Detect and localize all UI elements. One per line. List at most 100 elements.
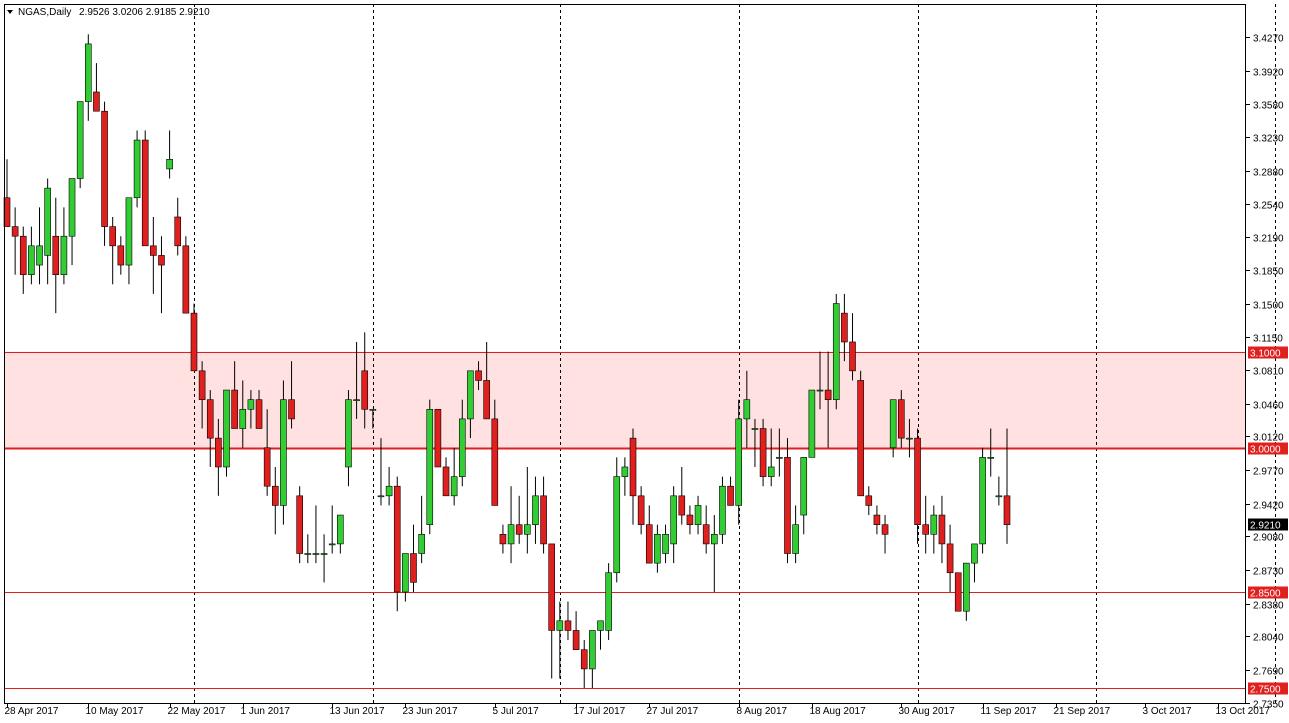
candle-body: [971, 543, 978, 564]
candle: [645, 505, 653, 564]
candle-body: [320, 553, 328, 555]
candle: [263, 409, 271, 496]
candle: [125, 197, 133, 285]
level-price-tag: [1248, 442, 1288, 455]
candle-body: [580, 649, 588, 670]
candle-body: [873, 514, 881, 525]
candle: [881, 515, 889, 554]
candle: [629, 428, 637, 525]
candle: [467, 370, 474, 439]
candle-body: [930, 514, 938, 535]
candle: [280, 380, 287, 525]
candle-body: [483, 380, 490, 420]
candle-body: [906, 437, 913, 440]
candle-body: [678, 495, 686, 516]
price-tick-label: 3.3580: [1253, 101, 1284, 112]
candle-body: [613, 476, 621, 574]
candle: [174, 197, 182, 256]
plot-border: [4, 4, 1246, 704]
candle: [572, 611, 580, 650]
candle: [271, 466, 279, 535]
candle: [930, 505, 938, 554]
dropdown-triangle-icon[interactable]: [7, 10, 13, 14]
candle: [247, 390, 255, 429]
candle-body: [182, 245, 190, 314]
candle-body: [727, 485, 734, 506]
candle: [873, 505, 881, 535]
date-tick-label: 18 Aug 2017: [810, 706, 867, 717]
symbol-label: NGAS,Daily: [18, 7, 71, 18]
candle-body: [109, 226, 116, 247]
candle-body: [735, 418, 743, 506]
candle-body: [312, 553, 320, 555]
candle-body: [255, 399, 263, 429]
candle-body: [174, 216, 182, 247]
candle-body: [507, 524, 515, 545]
candle-body: [686, 514, 694, 525]
level-price-tag: [1248, 682, 1288, 695]
candle-body: [662, 533, 669, 554]
candle-body: [702, 524, 710, 545]
candle: [524, 466, 531, 554]
resistance-zone: [4, 351, 1246, 448]
candle: [914, 428, 921, 544]
candle: [654, 524, 661, 573]
candle-body: [36, 245, 43, 266]
candle: [938, 495, 946, 564]
candle: [320, 534, 328, 583]
candle: [532, 476, 539, 544]
candle: [735, 399, 743, 525]
candle: [540, 476, 547, 554]
candle: [808, 389, 816, 458]
candle-body: [897, 399, 905, 439]
candle: [702, 505, 710, 554]
candle-body: [491, 418, 499, 506]
candle-body: [296, 495, 303, 554]
date-tick-label: 22 May 2017: [168, 706, 226, 717]
date-tick-label: 11 Sep 2017: [981, 706, 1037, 717]
candle: [694, 495, 702, 535]
candle-body: [52, 235, 60, 275]
candle-body: [458, 418, 466, 477]
price-tick-label: 2.9080: [1253, 533, 1284, 544]
price-tick-label: 2.7350: [1253, 700, 1284, 711]
candle: [410, 524, 417, 592]
price-tick-label: 3.1500: [1253, 301, 1284, 312]
candle-body: [841, 312, 848, 343]
candle-body: [532, 495, 539, 525]
price-tick-label: 2.9770: [1253, 467, 1284, 478]
candle-body: [369, 408, 377, 411]
candle: [548, 543, 556, 679]
candle-body: [832, 303, 840, 400]
date-tick-label: 3 Oct 2017: [1143, 706, 1192, 717]
candle-body: [467, 370, 474, 420]
candle-body: [263, 447, 271, 487]
date-tick-label: 13 Oct 2017: [1216, 706, 1271, 717]
candle: [166, 130, 173, 179]
candle-body: [849, 341, 856, 372]
candle: [312, 505, 320, 564]
candle: [85, 34, 92, 121]
candle-body: [914, 437, 921, 525]
candle: [133, 130, 141, 208]
candle: [816, 351, 824, 410]
candle-body: [589, 630, 596, 670]
candle: [101, 101, 108, 246]
candle-body: [150, 245, 157, 256]
date-tick-label: 5 Jul 2017: [493, 706, 540, 717]
price-axis: 3.1000 3.0000 2.8500 2.7500 3.4270 3.3920 3.35…: [1246, 34, 1288, 711]
candle: [727, 476, 734, 506]
candle-body: [865, 495, 873, 506]
date-tick-label: 1 Jun 2017: [241, 706, 291, 717]
candle-body: [922, 524, 929, 535]
candle: [662, 524, 669, 564]
candle-body: [719, 485, 726, 535]
current-price-tag: [1248, 518, 1288, 531]
candle-body: [857, 380, 864, 497]
candle: [889, 399, 897, 458]
candle: [507, 486, 515, 564]
candle: [605, 563, 612, 641]
candle: [458, 399, 466, 487]
candle-body: [963, 562, 970, 612]
